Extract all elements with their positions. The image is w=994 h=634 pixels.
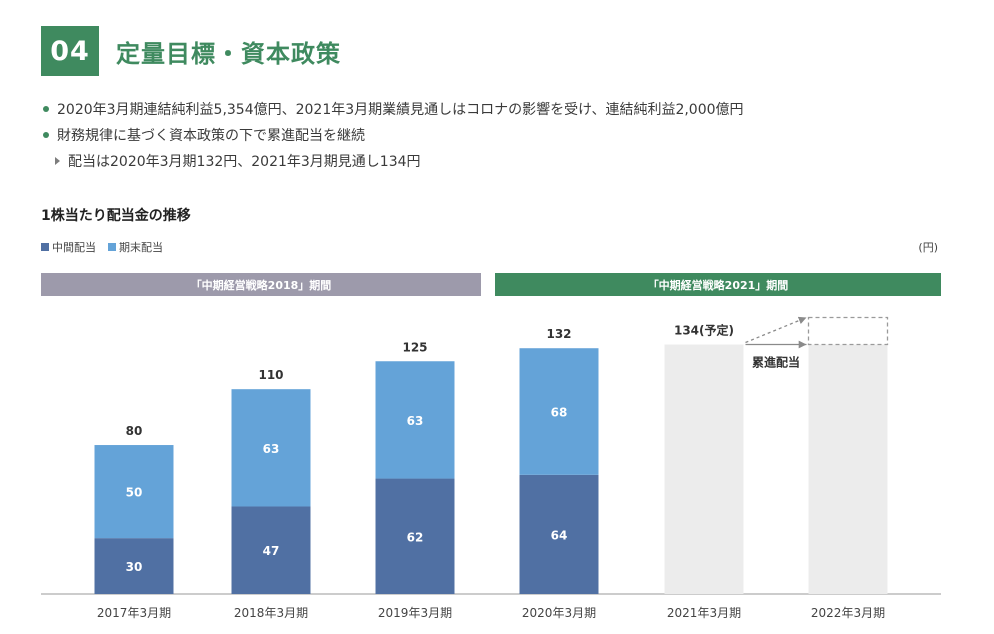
bullet-item: 財務規律に基づく資本政策の下で累進配当を継続 (41, 122, 744, 148)
x-tick-label-3: 2020年3月期 (522, 606, 596, 620)
increase-dashed-box (807, 316, 889, 346)
total-label-1: 110 (258, 368, 283, 382)
data-label-interim-0: 30 (126, 560, 143, 574)
bullet-text: 2020年3月期連結純利益5,354億円、2021年3月期業績見通しはコロナの影… (57, 102, 744, 118)
data-label-interim-2: 62 (407, 530, 424, 544)
total-label-0: 80 (126, 424, 143, 438)
bullet-dot-icon (43, 132, 49, 138)
bar-interim-0 (94, 538, 174, 594)
data-label-year-end-2: 63 (407, 414, 424, 428)
bar-forecast-5 (808, 344, 888, 594)
x-tick-label-4: 2021年3月期 (667, 606, 741, 620)
bar-interim-1 (231, 506, 311, 594)
bullet-item: 2020年3月期連結純利益5,354億円、2021年3月期業績見通しはコロナの影… (41, 96, 744, 122)
page-title: 定量目標・資本政策 (116, 40, 341, 68)
unit-label: (円) (918, 241, 938, 254)
bar-year-end-3 (519, 348, 599, 475)
bar-year-end-1 (231, 389, 311, 507)
x-tick-label-1: 2018年3月期 (234, 606, 308, 620)
section-number-badge: 04 (41, 26, 99, 76)
legend-swatch-interim (41, 243, 49, 251)
total-label-3: 132 (546, 327, 571, 341)
chart-title: 1株当たり配当金の推移 (41, 208, 191, 224)
total-label-4: 134(予定) (674, 322, 734, 337)
progressive-dividend-label: 累進配当 (752, 354, 800, 369)
sub-bullet-text: 配当は2020年3月期132円、2021年3月期見通し134円 (68, 154, 421, 170)
legend-item-year-end: 期末配当 (108, 239, 163, 255)
legend-label-interim: 中間配当 (52, 241, 96, 254)
sub-bullet-item: 配当は2020年3月期132円、2021年3月期見通し134円 (41, 148, 744, 174)
data-label-year-end-3: 68 (551, 406, 568, 420)
data-label-interim-3: 64 (551, 528, 568, 542)
bullet-text: 財務規律に基づく資本政策の下で累進配当を継続 (57, 128, 365, 144)
x-tick-label-5: 2022年3月期 (811, 606, 885, 620)
data-label-year-end-1: 63 (263, 442, 280, 456)
arrow-increase-line (745, 316, 807, 344)
bar-interim-3 (519, 474, 599, 594)
legend-label-year-end: 期末配当 (119, 241, 163, 254)
bar-year-end-2 (375, 361, 455, 479)
chart-legend: 中間配当 期末配当 (41, 239, 175, 255)
period-band-2021: 「中期経営戦略2021」期間 (495, 273, 941, 296)
data-label-interim-1: 47 (263, 544, 280, 558)
bar-interim-2 (375, 478, 455, 594)
legend-swatch-year-end (108, 243, 116, 251)
x-tick-label-2: 2019年3月期 (378, 606, 452, 620)
period-band-2018: 「中期経営戦略2018」期間 (41, 273, 481, 296)
legend-item-interim: 中間配当 (41, 239, 96, 255)
bar-year-end-0 (94, 445, 174, 539)
triangle-right-icon (55, 157, 60, 165)
bullet-list: 2020年3月期連結純利益5,354億円、2021年3月期業績見通しはコロナの影… (41, 96, 744, 174)
data-label-year-end-0: 50 (126, 486, 143, 500)
x-tick-label-0: 2017年3月期 (97, 606, 171, 620)
bullet-dot-icon (43, 106, 49, 112)
bar-forecast-4 (664, 344, 744, 594)
total-label-2: 125 (402, 340, 427, 354)
